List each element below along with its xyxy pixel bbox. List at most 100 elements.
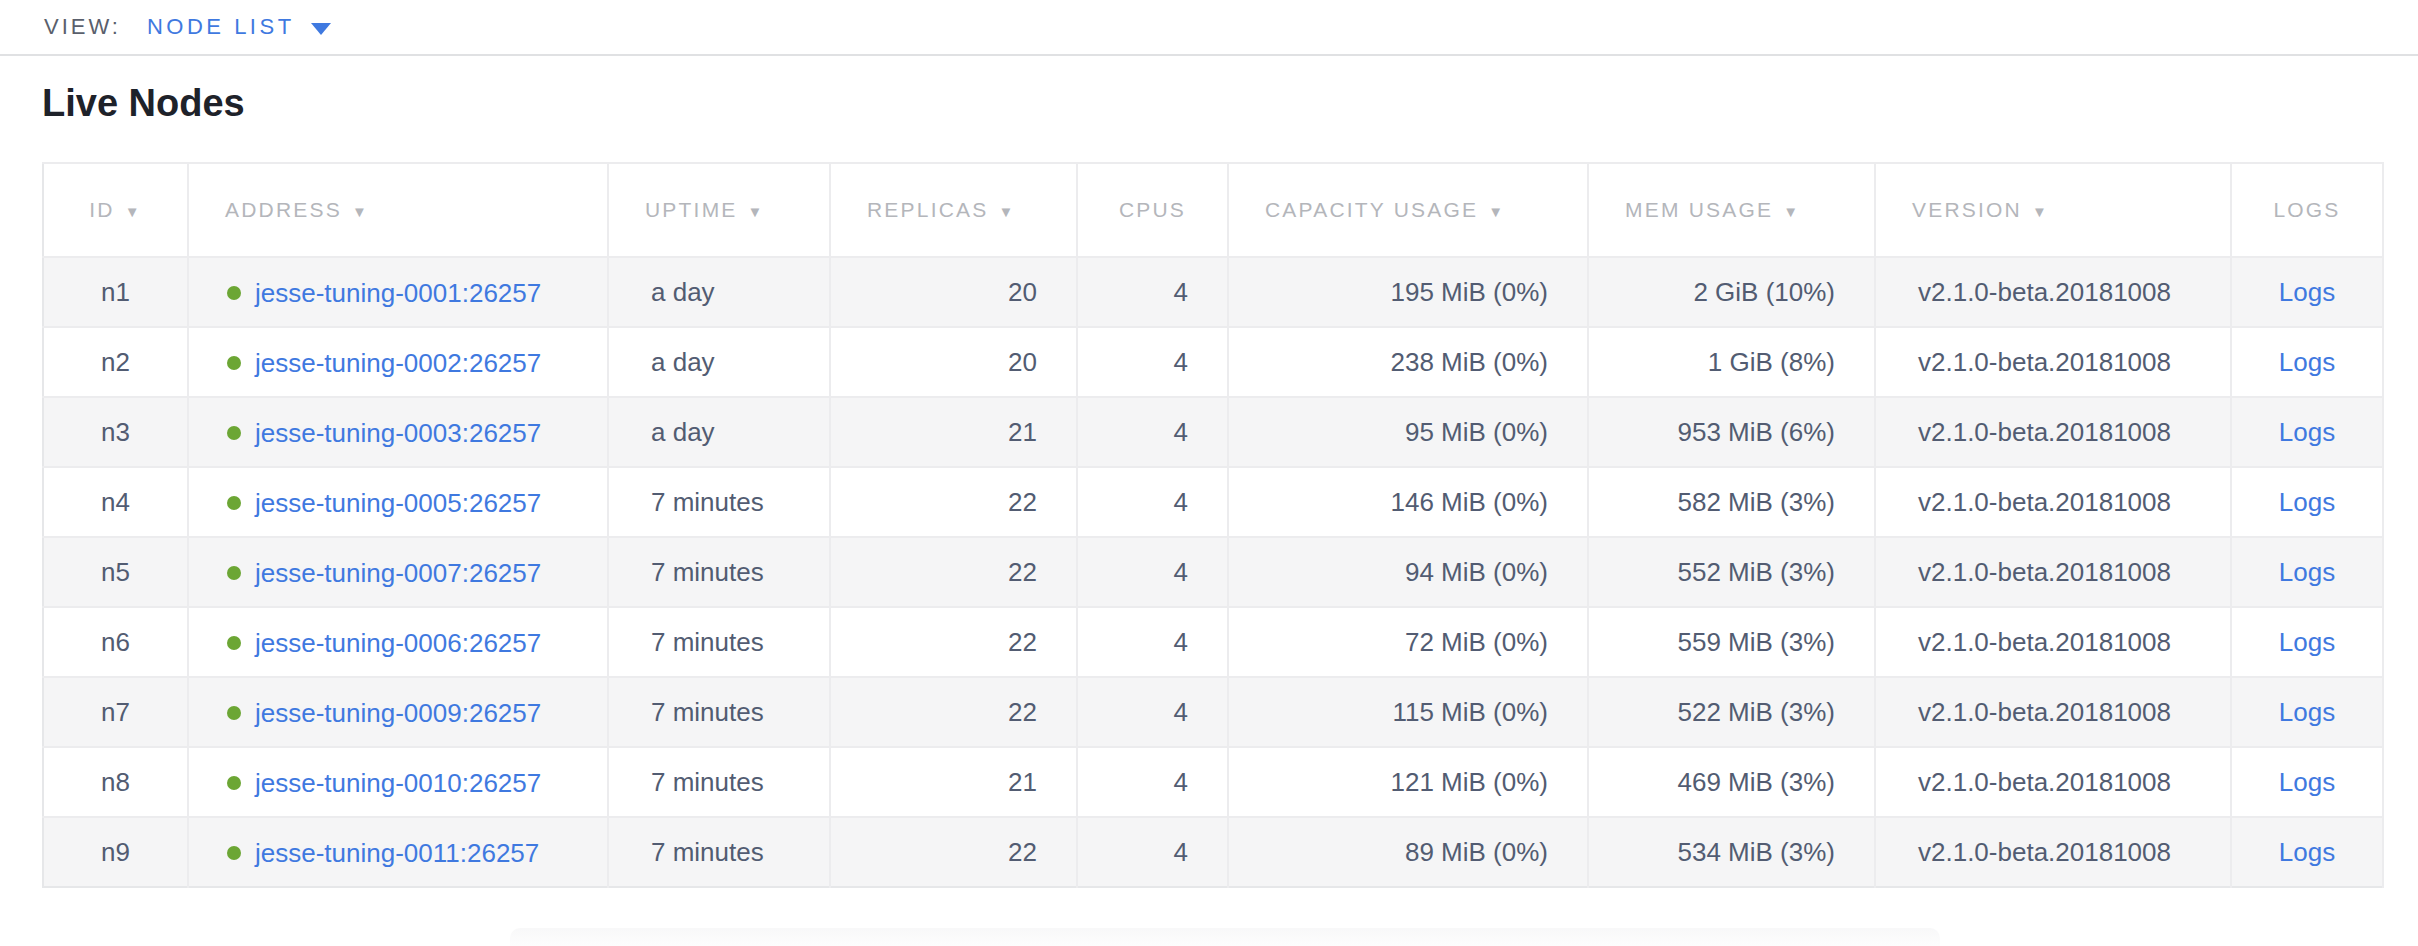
logs-cell: Logs xyxy=(2231,817,2383,887)
node-address-cell: jesse-tuning-0011:26257 xyxy=(188,817,608,887)
node-address-link[interactable]: jesse-tuning-0002:26257 xyxy=(255,347,541,377)
node-address-cell: jesse-tuning-0003:26257 xyxy=(188,397,608,467)
table-row: n6 jesse-tuning-0006:26257 7 minutes 22 … xyxy=(43,607,2383,677)
capacity-usage-cell: 95 MiB (0%) xyxy=(1228,397,1588,467)
column-header-uptime[interactable]: UPTIME ▼ xyxy=(608,163,830,257)
logs-link[interactable]: Logs xyxy=(2279,627,2335,657)
version-cell: v2.1.0-beta.20181008 xyxy=(1875,327,2231,397)
view-selector-bar: VIEW: NODE LIST xyxy=(0,0,2418,56)
node-address-link[interactable]: jesse-tuning-0003:26257 xyxy=(255,417,541,447)
column-header-version[interactable]: VERSION ▼ xyxy=(1875,163,2231,257)
column-header-capacity-usage[interactable]: CAPACITY USAGE▼ xyxy=(1228,163,1588,257)
capacity-usage-cell: 94 MiB (0%) xyxy=(1228,537,1588,607)
capacity-usage-cell: 195 MiB (0%) xyxy=(1228,257,1588,327)
cpus-cell: 4 xyxy=(1077,257,1228,327)
table-row: n4 jesse-tuning-0005:26257 7 minutes 22 … xyxy=(43,467,2383,537)
node-live-status-dot xyxy=(227,426,241,440)
column-header-label: CAPACITY USAGE xyxy=(1265,198,1478,221)
node-id-cell: n5 xyxy=(43,537,188,607)
logs-link[interactable]: Logs xyxy=(2279,347,2335,377)
table-row: n1 jesse-tuning-0001:26257 a day 20 4 19… xyxy=(43,257,2383,327)
node-address-link[interactable]: jesse-tuning-0010:26257 xyxy=(255,767,541,797)
column-header-logs: LOGS xyxy=(2231,163,2383,257)
column-header-mem-usage[interactable]: MEM USAGE▼ xyxy=(1588,163,1875,257)
column-header-id[interactable]: ID▼ xyxy=(43,163,188,257)
replicas-cell: 21 xyxy=(830,747,1077,817)
node-address-cell: jesse-tuning-0002:26257 xyxy=(188,327,608,397)
node-address-link[interactable]: jesse-tuning-0007:26257 xyxy=(255,557,541,587)
node-address-link[interactable]: jesse-tuning-0005:26257 xyxy=(255,487,541,517)
logs-link[interactable]: Logs xyxy=(2279,557,2335,587)
sort-caret-down-icon: ▼ xyxy=(1783,203,1800,220)
column-header-label: VERSION xyxy=(1912,198,2022,221)
replicas-cell: 22 xyxy=(830,537,1077,607)
mem-usage-cell: 552 MiB (3%) xyxy=(1588,537,1875,607)
cpus-cell: 4 xyxy=(1077,537,1228,607)
capacity-usage-cell: 115 MiB (0%) xyxy=(1228,677,1588,747)
column-header-label: ADDRESS xyxy=(225,198,342,221)
sort-caret-down-icon: ▼ xyxy=(2032,203,2049,220)
page-title: Live Nodes xyxy=(42,80,2418,126)
uptime-cell: a day xyxy=(608,397,830,467)
logs-link[interactable]: Logs xyxy=(2279,277,2335,307)
logs-link[interactable]: Logs xyxy=(2279,767,2335,797)
logs-cell: Logs xyxy=(2231,607,2383,677)
mem-usage-cell: 534 MiB (3%) xyxy=(1588,817,1875,887)
logs-link[interactable]: Logs xyxy=(2279,487,2335,517)
cpus-cell: 4 xyxy=(1077,327,1228,397)
table-row: n7 jesse-tuning-0009:26257 7 minutes 22 … xyxy=(43,677,2383,747)
uptime-cell: 7 minutes xyxy=(608,677,830,747)
logs-cell: Logs xyxy=(2231,397,2383,467)
node-live-status-dot xyxy=(227,496,241,510)
table-row: n9 jesse-tuning-0011:26257 7 minutes 22 … xyxy=(43,817,2383,887)
node-address-cell: jesse-tuning-0010:26257 xyxy=(188,747,608,817)
logs-cell: Logs xyxy=(2231,467,2383,537)
node-address-link[interactable]: jesse-tuning-0011:26257 xyxy=(255,837,539,867)
node-address-link[interactable]: jesse-tuning-0006:26257 xyxy=(255,627,541,657)
node-address-link[interactable]: jesse-tuning-0001:26257 xyxy=(255,277,541,307)
table-row: n3 jesse-tuning-0003:26257 a day 21 4 95… xyxy=(43,397,2383,467)
mem-usage-cell: 582 MiB (3%) xyxy=(1588,467,1875,537)
table-row: n5 jesse-tuning-0007:26257 7 minutes 22 … xyxy=(43,537,2383,607)
uptime-cell: 7 minutes xyxy=(608,537,830,607)
version-cell: v2.1.0-beta.20181008 xyxy=(1875,397,2231,467)
replicas-cell: 20 xyxy=(830,257,1077,327)
mem-usage-cell: 953 MiB (6%) xyxy=(1588,397,1875,467)
node-live-status-dot xyxy=(227,356,241,370)
node-id-cell: n2 xyxy=(43,327,188,397)
view-dropdown[interactable]: NODE LIST xyxy=(147,14,331,40)
replicas-cell: 22 xyxy=(830,467,1077,537)
column-header-address[interactable]: ADDRESS ▼ xyxy=(188,163,608,257)
mem-usage-cell: 1 GiB (8%) xyxy=(1588,327,1875,397)
cpus-cell: 4 xyxy=(1077,607,1228,677)
logs-cell: Logs xyxy=(2231,537,2383,607)
view-dropdown-value: NODE LIST xyxy=(147,14,295,40)
cpus-cell: 4 xyxy=(1077,397,1228,467)
uptime-cell: 7 minutes xyxy=(608,747,830,817)
capacity-usage-cell: 72 MiB (0%) xyxy=(1228,607,1588,677)
logs-link[interactable]: Logs xyxy=(2279,417,2335,447)
node-id-cell: n9 xyxy=(43,817,188,887)
logs-link[interactable]: Logs xyxy=(2279,837,2335,867)
sort-caret-down-icon: ▼ xyxy=(125,203,142,220)
replicas-cell: 22 xyxy=(830,677,1077,747)
column-header-replicas[interactable]: REPLICAS▼ xyxy=(830,163,1077,257)
version-cell: v2.1.0-beta.20181008 xyxy=(1875,677,2231,747)
replicas-cell: 22 xyxy=(830,607,1077,677)
mem-usage-cell: 559 MiB (3%) xyxy=(1588,607,1875,677)
table-header-row: ID▼ ADDRESS▼ UPTIME▼ REPLICAS▼ CPUS CAPA… xyxy=(43,163,2383,257)
node-id-cell: n4 xyxy=(43,467,188,537)
next-section-shadow xyxy=(510,928,1940,946)
sort-caret-down-icon: ▼ xyxy=(748,203,765,220)
cpus-cell: 4 xyxy=(1077,817,1228,887)
node-address-link[interactable]: jesse-tuning-0009:26257 xyxy=(255,697,541,727)
uptime-cell: 7 minutes xyxy=(608,817,830,887)
node-address-cell: jesse-tuning-0006:26257 xyxy=(188,607,608,677)
version-cell: v2.1.0-beta.20181008 xyxy=(1875,537,2231,607)
node-address-cell: jesse-tuning-0005:26257 xyxy=(188,467,608,537)
logs-link[interactable]: Logs xyxy=(2279,697,2335,727)
node-id-cell: n7 xyxy=(43,677,188,747)
sort-caret-down-icon: ▼ xyxy=(352,203,369,220)
cpus-cell: 4 xyxy=(1077,467,1228,537)
column-header-label: UPTIME xyxy=(645,198,738,221)
